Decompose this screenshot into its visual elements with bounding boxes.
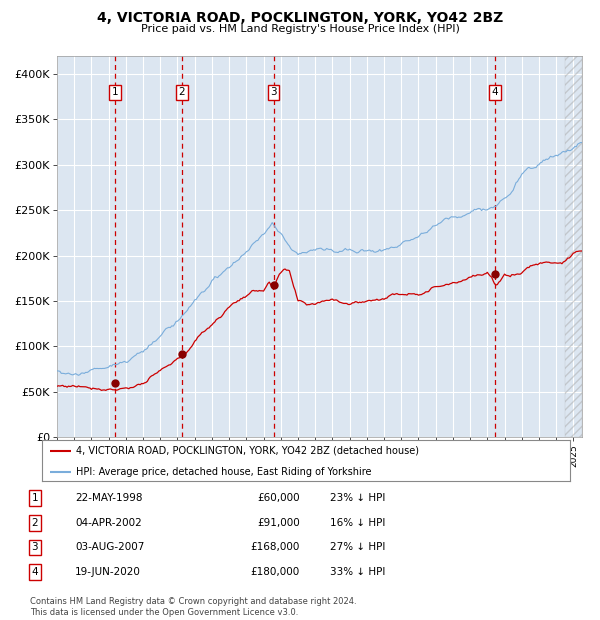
- Text: Price paid vs. HM Land Registry's House Price Index (HPI): Price paid vs. HM Land Registry's House …: [140, 24, 460, 33]
- Text: 1: 1: [112, 87, 118, 97]
- Text: 4, VICTORIA ROAD, POCKLINGTON, YORK, YO42 2BZ: 4, VICTORIA ROAD, POCKLINGTON, YORK, YO4…: [97, 11, 503, 25]
- Text: 4: 4: [492, 87, 499, 97]
- Text: 3: 3: [270, 87, 277, 97]
- Text: 1: 1: [31, 493, 38, 503]
- Text: £180,000: £180,000: [251, 567, 300, 577]
- Text: 22-MAY-1998: 22-MAY-1998: [75, 493, 143, 503]
- Text: 19-JUN-2020: 19-JUN-2020: [75, 567, 141, 577]
- Text: £91,000: £91,000: [257, 518, 300, 528]
- Text: £168,000: £168,000: [251, 542, 300, 552]
- Text: £60,000: £60,000: [257, 493, 300, 503]
- Text: HPI: Average price, detached house, East Riding of Yorkshire: HPI: Average price, detached house, East…: [76, 467, 372, 477]
- Text: 27% ↓ HPI: 27% ↓ HPI: [330, 542, 385, 552]
- Text: 04-APR-2002: 04-APR-2002: [75, 518, 142, 528]
- Text: 2: 2: [178, 87, 185, 97]
- Text: 33% ↓ HPI: 33% ↓ HPI: [330, 567, 385, 577]
- Text: 4: 4: [31, 567, 38, 577]
- Text: 3: 3: [31, 542, 38, 552]
- Text: 23% ↓ HPI: 23% ↓ HPI: [330, 493, 385, 503]
- Text: 4, VICTORIA ROAD, POCKLINGTON, YORK, YO42 2BZ (detached house): 4, VICTORIA ROAD, POCKLINGTON, YORK, YO4…: [76, 446, 419, 456]
- Text: 2: 2: [31, 518, 38, 528]
- Text: 16% ↓ HPI: 16% ↓ HPI: [330, 518, 385, 528]
- Text: Contains HM Land Registry data © Crown copyright and database right 2024.
This d: Contains HM Land Registry data © Crown c…: [30, 598, 356, 617]
- Text: 03-AUG-2007: 03-AUG-2007: [75, 542, 145, 552]
